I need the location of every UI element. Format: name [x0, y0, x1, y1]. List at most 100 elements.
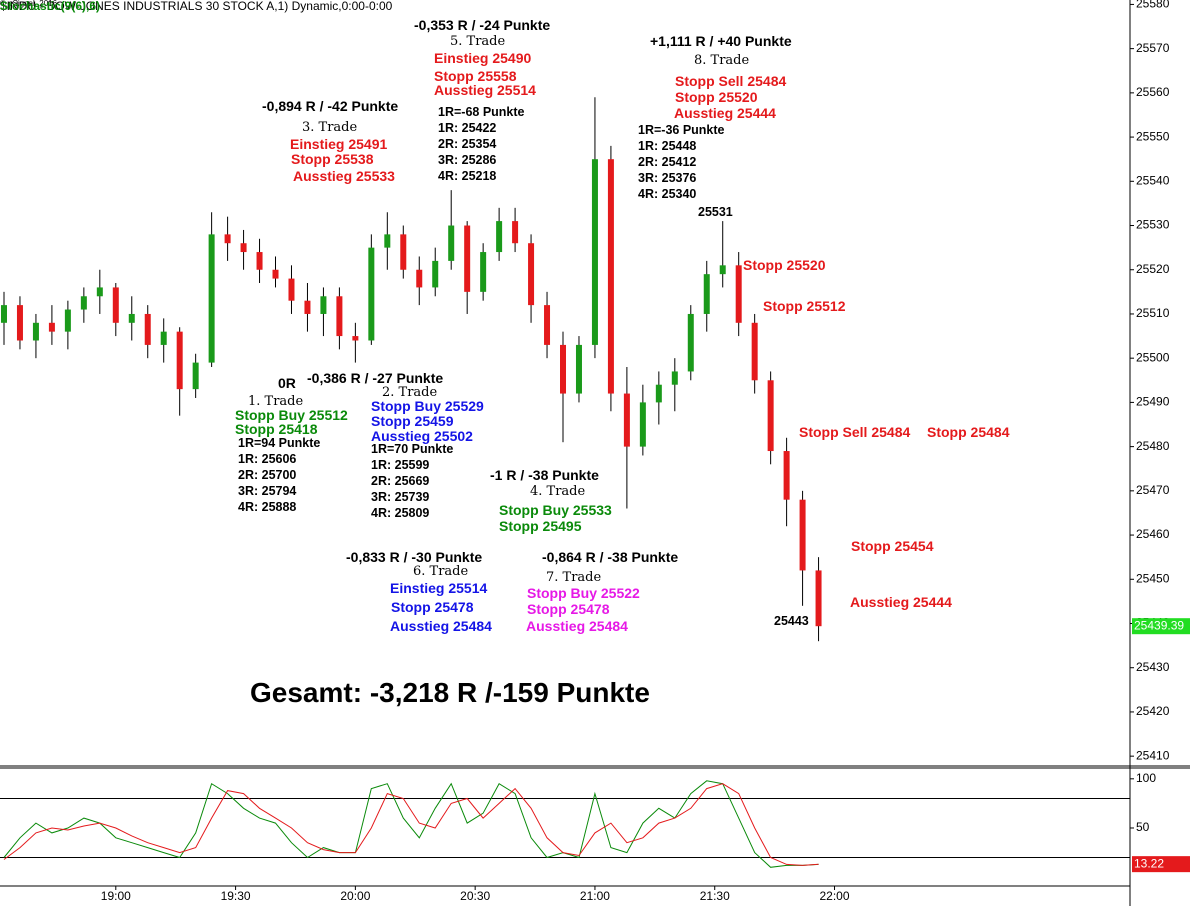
y-tick-label: 25520: [1136, 262, 1170, 276]
y-tick-label: 25530: [1136, 218, 1170, 232]
candle-body: [496, 221, 503, 253]
candle-body: [320, 296, 327, 314]
indicator-title: Stochastic(9(6),6): [0, 0, 101, 13]
annotation: Ausstieg 25484: [390, 618, 492, 634]
annotation: 3. Trade: [302, 120, 358, 135]
x-tick-label: 19:00: [101, 889, 131, 903]
candle-body: [448, 225, 455, 261]
annotation: Einstieg 25514: [390, 580, 488, 596]
candle-body: [176, 331, 183, 390]
candle-body: [687, 313, 694, 372]
x-tick-label: 22:00: [820, 889, 850, 903]
annotation: 3R: 25739: [371, 490, 430, 504]
annotation: 5. Trade: [450, 34, 506, 49]
candle-body: [799, 499, 806, 571]
y-tick-label: 25450: [1136, 571, 1170, 585]
candle-body: [288, 278, 295, 301]
y-tick-label: 25470: [1136, 483, 1170, 497]
annotation: Stopp 25520: [743, 257, 826, 273]
last-value-label: 13.22: [1134, 856, 1164, 870]
candle-body: [512, 221, 519, 244]
y-tick-label: 25420: [1136, 704, 1170, 718]
annotation: 25531: [698, 205, 733, 219]
y-tick-label: 25480: [1136, 439, 1170, 453]
x-tick-label: 21:00: [580, 889, 610, 903]
x-tick-label: 20:30: [460, 889, 490, 903]
candle-body: [607, 159, 614, 394]
candle-body: [719, 265, 726, 275]
annotation: Stopp 25512: [763, 298, 846, 314]
candle-body: [623, 393, 630, 447]
candle-body: [735, 265, 742, 323]
annotation: 4R: 25809: [371, 506, 430, 520]
annotation: 3R: 25794: [238, 484, 297, 498]
annotation: 1R=70 Punkte: [371, 442, 454, 456]
candle-body: [272, 269, 279, 279]
annotation: Ausstieg 25484: [526, 618, 628, 634]
candle-body: [591, 159, 598, 345]
annotation: 1R=-36 Punkte: [638, 123, 725, 137]
candle-body: [240, 243, 247, 253]
last-value-box: [1132, 856, 1190, 873]
candle-body: [48, 322, 55, 332]
y-tick-label: 25500: [1136, 350, 1170, 364]
annotation: Stopp 25484: [927, 424, 1010, 440]
annotation: 2R: 25700: [238, 468, 297, 482]
annotation: Ausstieg 25533: [293, 168, 395, 184]
last-value-box: [1132, 618, 1190, 635]
candle-body: [208, 234, 215, 363]
candle-body: [256, 252, 263, 270]
candle-body: [703, 274, 710, 314]
annotation: 0R: [278, 375, 296, 391]
candle-body: [384, 234, 391, 248]
indicator-line: [3, 783, 819, 866]
y-tick-label: 50: [1136, 820, 1150, 834]
annotation: 4. Trade: [530, 484, 586, 499]
annotation: Ausstieg 25514: [434, 82, 536, 98]
candle-body: [528, 243, 535, 306]
copyright: © eSignal, 2016: [0, 0, 58, 8]
candle-body: [96, 287, 103, 297]
y-tick-label: 100: [1136, 771, 1156, 785]
y-tick-label: 25560: [1136, 85, 1170, 99]
annotation: Stopp 25478: [391, 599, 474, 615]
annotation: 2R: 25354: [438, 137, 497, 151]
y-tick-label: 25550: [1136, 129, 1170, 143]
y-tick-label: 25460: [1136, 527, 1170, 541]
annotation: 3R: 25376: [638, 171, 697, 185]
annotation: 25443: [774, 614, 809, 628]
annotation: Stopp 25558: [434, 68, 517, 84]
y-tick-label: 25540: [1136, 173, 1170, 187]
candle-body: [192, 362, 199, 390]
annotation: 1R: 25448: [638, 139, 697, 153]
candle-body: [416, 269, 423, 288]
annotation: -0,864 R / -38 Punkte: [542, 549, 679, 565]
annotation: 1. Trade: [248, 394, 304, 409]
candle-body: [112, 287, 119, 323]
annotation: 1R: 25606: [238, 452, 297, 466]
annotation: 7. Trade: [546, 570, 602, 585]
annotation: Stopp Sell 25484: [799, 424, 911, 440]
candle-body: [16, 305, 23, 341]
annotation: Stopp 25478: [527, 601, 610, 617]
y-tick-label: 25580: [1136, 0, 1170, 11]
annotation: Stopp Buy 25529: [371, 398, 484, 414]
candle-body: [671, 371, 678, 385]
annotation: Einstieg 25491: [290, 136, 388, 152]
annotation: 4R: 25218: [438, 169, 497, 183]
candle-body: [0, 305, 7, 323]
annotation: Ausstieg 25444: [674, 105, 776, 121]
annotation: Stopp Buy 25533: [499, 502, 612, 518]
annotation: 1R: 25599: [371, 458, 430, 472]
y-tick-label: 25490: [1136, 395, 1170, 409]
y-tick-label: 25570: [1136, 41, 1170, 55]
annotation: Stopp Sell 25484: [675, 73, 787, 89]
indicator-line: [3, 780, 819, 868]
last-value-label: 25439.39: [1134, 618, 1184, 632]
annotation: -0,386 R / -27 Punkte: [307, 370, 444, 386]
annotation: +1,111 R / +40 Punkte: [650, 33, 792, 49]
annotation: Stopp 25520: [675, 89, 758, 105]
annotation: 1R: 25422: [438, 121, 497, 135]
